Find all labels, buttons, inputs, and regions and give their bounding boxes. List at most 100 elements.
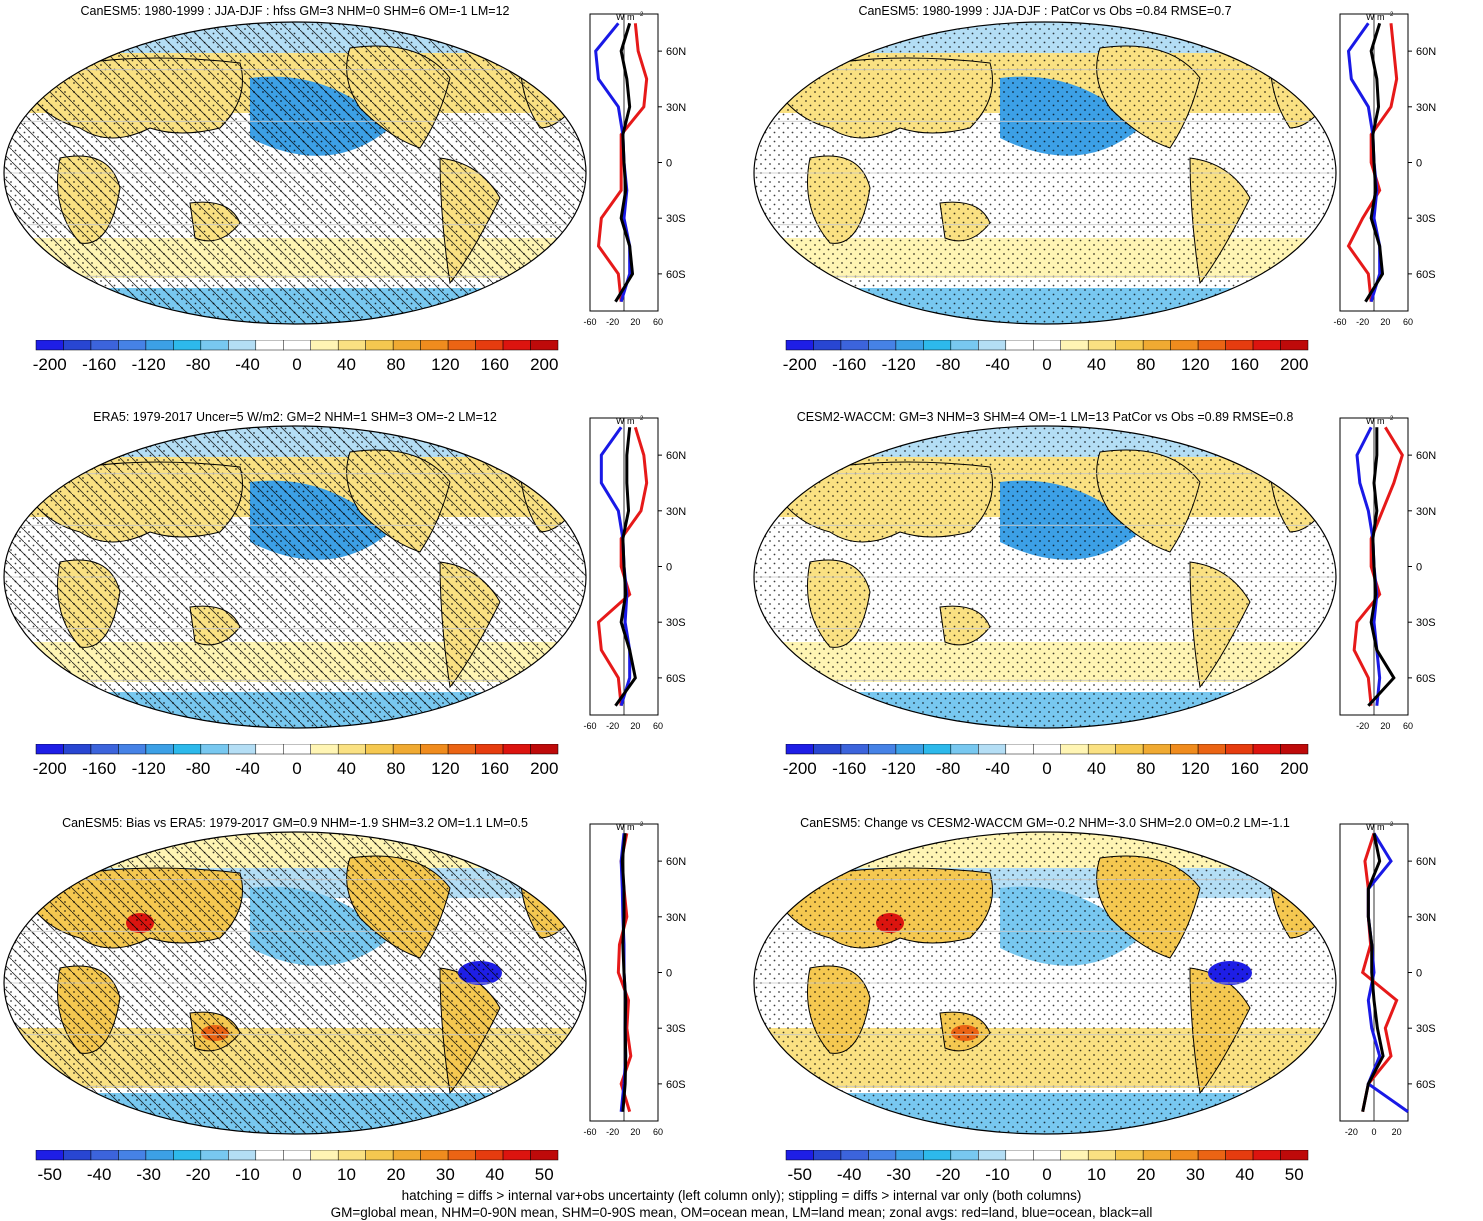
colorbar-label: 200 <box>1280 759 1308 778</box>
colorbar-swatch <box>63 340 92 351</box>
colorbar-swatch <box>530 340 559 351</box>
colorbar-swatch <box>530 1150 559 1161</box>
colorbar-swatch <box>63 744 92 755</box>
colorbar-swatch <box>813 340 842 351</box>
colorbar-label: 200 <box>1280 355 1308 374</box>
colorbar: -50 -40 -30 -20 -10 0 10 20 30 40 50 <box>35 1150 559 1184</box>
colorbar-label: -80 <box>186 355 211 374</box>
colorbar-swatch <box>1005 1150 1034 1161</box>
colorbar-label: -120 <box>882 759 916 778</box>
colorbar-label: -30 <box>886 1165 911 1184</box>
colorbar-label: 20 <box>386 1165 405 1184</box>
lat-label: 30N <box>1416 506 1436 518</box>
lat-label: 30N <box>666 912 686 924</box>
colorbar-swatch <box>530 744 559 755</box>
colorbar-label: -200 <box>783 355 817 374</box>
colorbar-swatch <box>813 744 842 755</box>
lat-label: 60S <box>1416 673 1436 685</box>
zonal-mean-plot: W m -2 60N 30N 0 30S 60S -20 0 20 <box>1339 822 1436 1137</box>
colorbar-label: -30 <box>136 1165 161 1184</box>
colorbar-swatch <box>1033 744 1061 755</box>
zonal-x-tick: 20 <box>630 721 640 731</box>
colorbar-swatch <box>895 744 924 755</box>
colorbar-label: -120 <box>882 355 916 374</box>
colorbar-swatch <box>840 1150 869 1161</box>
colorbar-swatch <box>365 340 394 351</box>
colorbar-swatch <box>35 340 64 351</box>
colorbar-swatch <box>1225 1150 1254 1161</box>
colorbar-swatch <box>90 340 119 351</box>
colorbar-swatch <box>255 340 284 351</box>
colorbar-swatch <box>1060 340 1089 351</box>
colorbar-swatch <box>145 744 174 755</box>
lat-label: 60S <box>666 673 686 685</box>
zonal-unit-sup: -2 <box>1388 12 1394 18</box>
colorbar-label: 80 <box>1136 355 1155 374</box>
zonal-unit-sup: -2 <box>1388 822 1394 828</box>
colorbar-label: 50 <box>1285 1165 1304 1184</box>
map-outline <box>753 21 1337 325</box>
colorbar: -50 -40 -30 -20 -10 0 10 20 30 40 50 <box>785 1150 1309 1184</box>
lat-label: 30N <box>1416 912 1436 924</box>
zonal-line-all <box>1361 832 1385 1113</box>
colorbar-label: -160 <box>82 759 116 778</box>
colorbar-swatch <box>1142 340 1171 351</box>
lat-label: 30S <box>666 617 686 629</box>
zonal-x-tick: 20 <box>1380 721 1390 731</box>
zonal-x-tick: -20 <box>606 317 619 327</box>
colorbar-label: 40 <box>1087 759 1106 778</box>
colorbar-swatch <box>475 340 504 351</box>
colorbar-label: -80 <box>936 759 961 778</box>
colorbar-swatch <box>228 340 257 351</box>
colorbar-label: -20 <box>936 1165 961 1184</box>
colorbar-swatch <box>1197 340 1226 351</box>
colorbar-label: -20 <box>186 1165 211 1184</box>
colorbar-label: 0 <box>1042 355 1051 374</box>
colorbar-swatch <box>35 744 64 755</box>
colorbar-label: 200 <box>530 759 558 778</box>
colorbar-swatch <box>475 1150 504 1161</box>
lat-label: 30S <box>1416 213 1436 225</box>
zonal-line-land <box>1346 23 1399 302</box>
colorbar-label: -200 <box>33 355 67 374</box>
colorbar-swatch <box>200 1150 229 1161</box>
map-outline <box>3 831 587 1135</box>
colorbar-swatch <box>145 1150 174 1161</box>
colorbar-swatch <box>868 1150 897 1161</box>
colorbar-swatch <box>840 744 869 755</box>
colorbar-swatch <box>118 1150 147 1161</box>
colorbar-swatch <box>1225 744 1254 755</box>
zonal-x-tick: -20 <box>1356 317 1369 327</box>
zonal-x-tick: 20 <box>1380 317 1390 327</box>
colorbar-swatch <box>200 340 229 351</box>
colorbar-swatch <box>868 744 897 755</box>
colorbar-label: -10 <box>985 1165 1010 1184</box>
colorbar-swatch <box>840 340 869 351</box>
map-outline <box>753 425 1337 729</box>
lat-label: 60S <box>1416 1079 1436 1091</box>
colorbar-swatch <box>923 744 952 755</box>
colorbar-label: 10 <box>1087 1165 1106 1184</box>
colorbar-swatch <box>337 340 366 351</box>
map-outline <box>3 21 587 325</box>
colorbar-swatch <box>813 1150 842 1161</box>
map-outline <box>3 425 587 729</box>
zonal-x-tick: 60 <box>1403 721 1413 731</box>
colorbar-label: 120 <box>431 759 459 778</box>
colorbar-swatch <box>978 340 1007 351</box>
zonal-unit-label: W m <box>616 12 635 22</box>
colorbar-swatch <box>1115 1150 1144 1161</box>
colorbar-label: 0 <box>1042 759 1051 778</box>
colorbar: -200 -160 -120 -80 -40 0 40 80 120 160 200 <box>783 340 1308 374</box>
lat-label: 0 <box>666 158 672 170</box>
colorbar-swatch <box>895 1150 924 1161</box>
colorbar-swatch <box>1252 1150 1281 1161</box>
zonal-unit-sup: -2 <box>638 12 644 18</box>
colorbar-swatch <box>173 744 202 755</box>
colorbar: -200 -160 -120 -80 -40 0 40 80 120 160 200 <box>33 744 559 778</box>
colorbar-swatch <box>63 1150 92 1161</box>
colorbar-label: 40 <box>485 1165 504 1184</box>
colorbar-label: 160 <box>481 355 509 374</box>
colorbar-swatch <box>978 1150 1007 1161</box>
colorbar-swatch <box>1170 744 1199 755</box>
